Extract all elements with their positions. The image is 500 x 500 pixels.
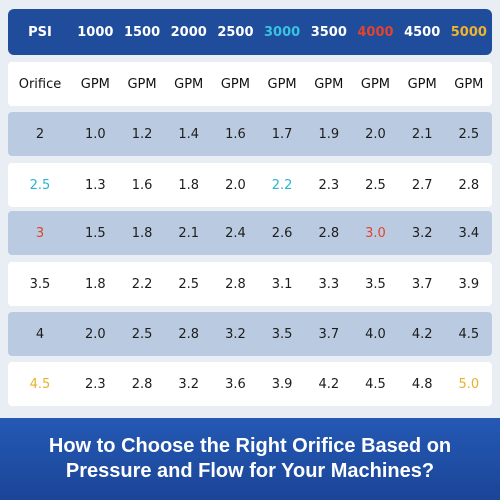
gpm-value: 3.3 — [318, 276, 340, 292]
gpm-value: 3.2 — [411, 225, 433, 241]
table-row: 2 1.0 1.2 1.4 1.6 1.7 1.9 2.0 2.1 2.5 — [8, 112, 492, 156]
table-row: 4.5 2.3 2.8 3.2 3.6 3.9 4.2 4.5 4.8 5.0 — [8, 362, 492, 406]
psi-header-row: PSI 1000 1500 2000 2500 3000 3500 4000 4… — [8, 9, 492, 55]
gpm-value: 2.8 — [131, 376, 153, 392]
unit-gpm: GPM — [454, 76, 484, 92]
gpm-value: 1.4 — [178, 126, 200, 142]
gpm-value: 1.0 — [85, 126, 106, 142]
psi-3500: 3500 — [310, 24, 347, 40]
unit-gpm: GPM — [360, 76, 391, 92]
psi-4500: 4500 — [404, 24, 441, 40]
gpm-value: 3.6 — [225, 376, 246, 392]
gpm-value: 2.4 — [225, 225, 246, 241]
orifice-label: Orifice — [18, 76, 62, 92]
psi-3000: 3000 — [264, 24, 301, 40]
orifice-size: 4 — [35, 326, 45, 342]
gpm-value: 2.1 — [178, 225, 200, 241]
gpm-value: 3.1 — [271, 276, 293, 292]
headline-line-1: How to Choose the Right Orifice Based on — [48, 435, 452, 457]
gpm-value: 2.3 — [85, 376, 106, 392]
table-row: 3.5 1.8 2.2 2.5 2.8 3.1 3.3 3.5 3.7 3.9 — [8, 262, 492, 306]
gpm-value: 2.1 — [411, 126, 433, 142]
gpm-value: 4.2 — [411, 326, 433, 342]
unit-gpm: GPM — [80, 76, 110, 92]
gpm-value: 1.6 — [225, 126, 246, 142]
orifice-size: 2 — [35, 126, 45, 142]
gpm-value: 3.2 — [178, 376, 200, 392]
gpm-value: 3.7 — [411, 276, 433, 292]
gpm-value: 3.5 — [271, 326, 293, 342]
unit-gpm: GPM — [220, 76, 250, 92]
orifice-size: 2.5 — [29, 177, 51, 193]
psi-2500: 2500 — [217, 24, 254, 40]
psi-label: PSI — [28, 24, 52, 40]
gpm-value: 4.8 — [411, 376, 433, 392]
gpm-value: 3.9 — [458, 276, 480, 292]
psi-1000: 1000 — [77, 24, 114, 40]
gpm-value: 2.5 — [458, 126, 480, 142]
gpm-value: 3.9 — [271, 376, 293, 392]
gpm-value: 2.8 — [225, 276, 246, 292]
gpm-value: 2.8 — [318, 225, 340, 241]
psi-2000: 2000 — [170, 24, 207, 40]
gpm-value: 2.5 — [131, 326, 153, 342]
gpm-value: 3.7 — [318, 326, 340, 342]
gpm-value: 1.8 — [178, 177, 200, 193]
gpm-value: 1.2 — [131, 126, 153, 142]
gpm-value: 1.9 — [318, 126, 340, 142]
gpm-value: 2.0 — [225, 177, 246, 193]
unit-gpm: GPM — [407, 76, 437, 92]
unit-gpm: GPM — [127, 76, 157, 92]
gpm-value-highlight: 5.0 — [458, 376, 480, 392]
gpm-value: 1.8 — [85, 276, 106, 292]
gpm-value: 3.4 — [458, 225, 480, 241]
gpm-value: 2.5 — [178, 276, 200, 292]
gpm-value: 2.2 — [131, 276, 153, 292]
headline-banner: How to Choose the Right Orifice Based on… — [0, 418, 500, 500]
gpm-value: 3.2 — [225, 326, 246, 342]
gpm-value: 2.8 — [458, 177, 480, 193]
orifice-size: 3.5 — [29, 276, 51, 292]
gpm-value: 2.8 — [178, 326, 200, 342]
gpm-value: 1.8 — [131, 225, 153, 241]
gpm-value: 4.0 — [365, 326, 386, 342]
table-row: 4 2.0 2.5 2.8 3.2 3.5 3.7 4.0 4.2 4.5 — [8, 312, 492, 356]
orifice-size: 4.5 — [29, 376, 51, 392]
gpm-value: 1.5 — [85, 225, 106, 241]
unit-gpm: GPM — [314, 76, 344, 92]
psi-5000: 5000 — [450, 24, 487, 40]
gpm-value: 4.5 — [458, 326, 480, 342]
unit-gpm: GPM — [267, 76, 297, 92]
gpm-value: 1.3 — [85, 177, 106, 193]
gpm-value: 2.0 — [365, 126, 386, 142]
gpm-value: 4.5 — [365, 376, 386, 392]
gpm-value: 2.6 — [271, 225, 293, 241]
gpm-value: 2.0 — [85, 326, 106, 342]
gpm-value: 1.7 — [271, 126, 293, 142]
gpm-value: 2.3 — [318, 177, 340, 193]
gpm-value: 2.5 — [365, 177, 386, 193]
orifice-size: 3 — [35, 225, 45, 241]
headline-line-2: Pressure and Flow for Your Machines? — [65, 460, 435, 482]
gpm-value: 1.6 — [131, 177, 153, 193]
table-row: 3 1.5 1.8 2.1 2.4 2.6 2.8 3.0 3.2 3.4 — [8, 211, 492, 255]
gpm-value-highlight: 2.2 — [271, 177, 293, 193]
table-row: 2.5 1.3 1.6 1.8 2.0 2.2 2.3 2.5 2.7 2.8 — [8, 163, 492, 207]
gpm-value: 3.5 — [365, 276, 386, 292]
gpm-value: 2.7 — [411, 177, 433, 193]
units-row: Orifice GPM GPM GPM GPM GPM GPM GPM GPM … — [8, 62, 492, 106]
psi-1500: 1500 — [123, 24, 161, 40]
gpm-value: 4.2 — [318, 376, 340, 392]
unit-gpm: GPM — [174, 76, 204, 92]
gpm-value-highlight: 3.0 — [365, 225, 386, 241]
psi-4000: 4000 — [357, 24, 394, 40]
